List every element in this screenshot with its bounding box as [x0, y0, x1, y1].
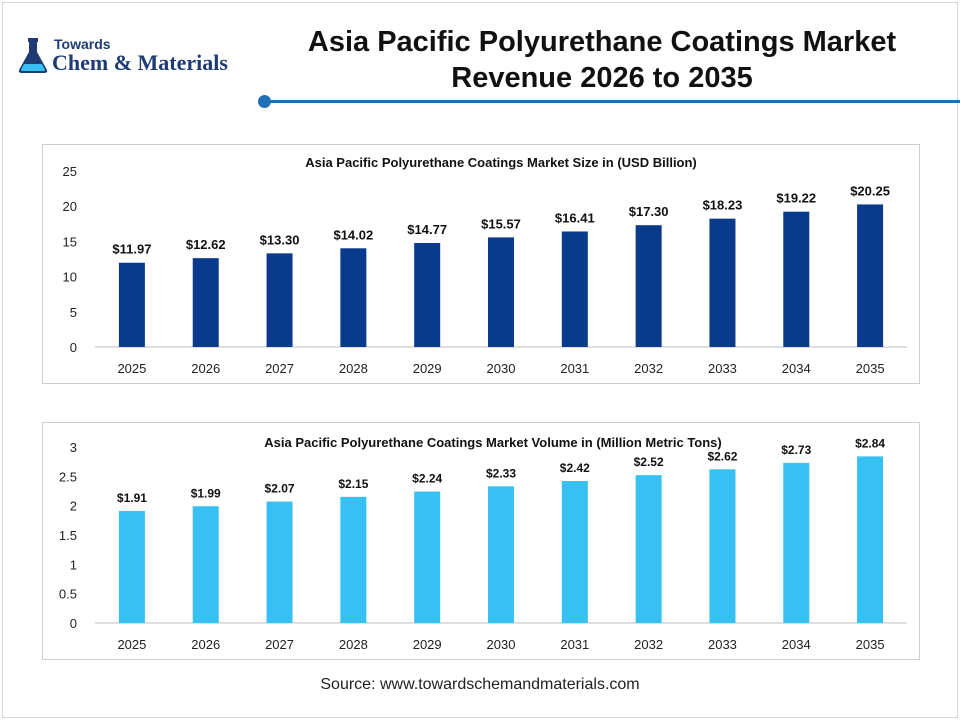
logo-main-text: Chem & Materials [52, 50, 228, 75]
volume-chart: Asia Pacific Polyurethane Coatings Marke… [59, 435, 907, 652]
data-label: $18.23 [703, 198, 743, 213]
bar [266, 501, 293, 623]
bar [192, 258, 219, 347]
data-label: $2.24 [412, 472, 442, 486]
title-line-2: Revenue 2026 to 2035 [451, 62, 753, 94]
data-label: $1.99 [191, 486, 221, 500]
y-tick-label: 2 [70, 499, 77, 514]
bar [857, 204, 884, 347]
bar [857, 456, 884, 623]
source-note: Source: www.towardschemandmaterials.com [320, 676, 640, 693]
x-tick-label: 2031 [560, 361, 589, 376]
x-tick-label: 2032 [634, 637, 663, 652]
x-tick-label: 2035 [856, 637, 885, 652]
data-label: $19.22 [776, 191, 816, 206]
bar [118, 510, 145, 623]
y-tick-label: 5 [70, 305, 77, 320]
data-label: $2.15 [338, 477, 368, 491]
data-label: $11.97 [112, 242, 151, 257]
y-tick-label: 3 [70, 440, 77, 455]
title-line-1: Asia Pacific Polyurethane Coatings Marke… [307, 26, 897, 58]
data-label: $17.30 [629, 204, 669, 219]
bar [561, 231, 588, 347]
bar [414, 243, 441, 347]
bar [709, 469, 736, 623]
chart-title: Asia Pacific Polyurethane Coatings Marke… [264, 435, 722, 450]
y-tick-label: 0 [70, 340, 77, 355]
chart-title: Asia Pacific Polyurethane Coatings Marke… [305, 155, 697, 170]
x-tick-label: 2027 [265, 637, 294, 652]
bar [635, 225, 662, 347]
revenue-chart: Asia Pacific Polyurethane Coatings Marke… [63, 155, 907, 376]
x-tick-label: 2025 [117, 637, 146, 652]
x-tick-label: 2034 [782, 637, 811, 652]
flask-icon [18, 38, 48, 73]
revenue-chart-panel: Asia Pacific Polyurethane Coatings Marke… [42, 144, 920, 384]
data-label: $15.57 [481, 216, 521, 231]
data-label: $2.52 [634, 455, 664, 469]
x-tick-label: 2028 [339, 637, 368, 652]
bar [635, 475, 662, 623]
x-tick-label: 2029 [413, 361, 442, 376]
data-label: $14.77 [407, 222, 447, 237]
x-tick-label: 2034 [782, 361, 811, 376]
bar [118, 262, 145, 347]
data-label: $14.02 [333, 227, 373, 242]
x-tick-label: 2035 [856, 361, 885, 376]
x-tick-label: 2033 [708, 361, 737, 376]
data-label: $2.07 [265, 482, 295, 496]
data-label: $13.30 [260, 232, 300, 247]
y-tick-label: 0 [70, 616, 77, 631]
y-tick-label: 10 [63, 270, 77, 285]
data-label: $2.84 [855, 436, 885, 450]
bar [561, 481, 588, 623]
bar [414, 491, 441, 623]
bar [340, 248, 367, 347]
data-label: $2.62 [707, 449, 737, 463]
x-tick-label: 2026 [191, 361, 220, 376]
y-tick-label: 0.5 [59, 587, 77, 602]
title-underline [266, 100, 960, 103]
x-tick-label: 2025 [117, 361, 146, 376]
bar [709, 218, 736, 347]
page-title: Asia Pacific Polyurethane Coatings Marke… [272, 24, 932, 96]
data-label: $2.33 [486, 466, 516, 480]
data-label: $20.25 [850, 183, 890, 198]
data-label: $2.42 [560, 461, 590, 475]
volume-chart-panel: Asia Pacific Polyurethane Coatings Marke… [42, 422, 920, 660]
y-tick-label: 1 [70, 557, 77, 572]
bar [266, 253, 293, 347]
x-tick-label: 2026 [191, 637, 220, 652]
brand-logo: Towards Chem & Materials [16, 32, 266, 82]
title-underline-dot [258, 95, 271, 108]
y-tick-label: 25 [63, 164, 77, 179]
x-tick-label: 2030 [487, 361, 516, 376]
bar [488, 237, 514, 347]
x-tick-label: 2032 [634, 361, 663, 376]
data-label: $1.91 [117, 491, 147, 505]
logo-top-text: Towards [54, 36, 111, 52]
y-tick-label: 20 [63, 199, 77, 214]
bar [488, 486, 514, 623]
bar [783, 211, 810, 347]
x-tick-label: 2027 [265, 361, 294, 376]
data-label: $16.41 [555, 210, 595, 225]
x-tick-label: 2029 [413, 637, 442, 652]
y-tick-label: 15 [63, 234, 77, 249]
x-tick-label: 2033 [708, 637, 737, 652]
x-tick-label: 2031 [560, 637, 589, 652]
data-label: $2.73 [781, 443, 811, 457]
bar [783, 462, 810, 623]
data-label: $12.62 [186, 237, 226, 252]
x-tick-label: 2028 [339, 361, 368, 376]
bar [340, 496, 367, 623]
bar [192, 506, 219, 623]
x-tick-label: 2030 [487, 637, 516, 652]
y-tick-label: 2.5 [59, 469, 77, 484]
y-tick-label: 1.5 [59, 528, 77, 543]
